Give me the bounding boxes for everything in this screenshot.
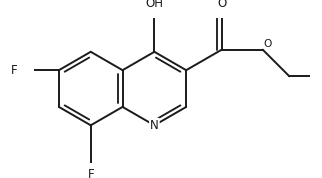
Text: F: F [87, 168, 94, 178]
Text: O: O [263, 39, 271, 49]
Text: N: N [150, 119, 159, 132]
Text: OH: OH [145, 0, 163, 10]
Text: O: O [217, 0, 226, 10]
Text: F: F [11, 64, 17, 77]
